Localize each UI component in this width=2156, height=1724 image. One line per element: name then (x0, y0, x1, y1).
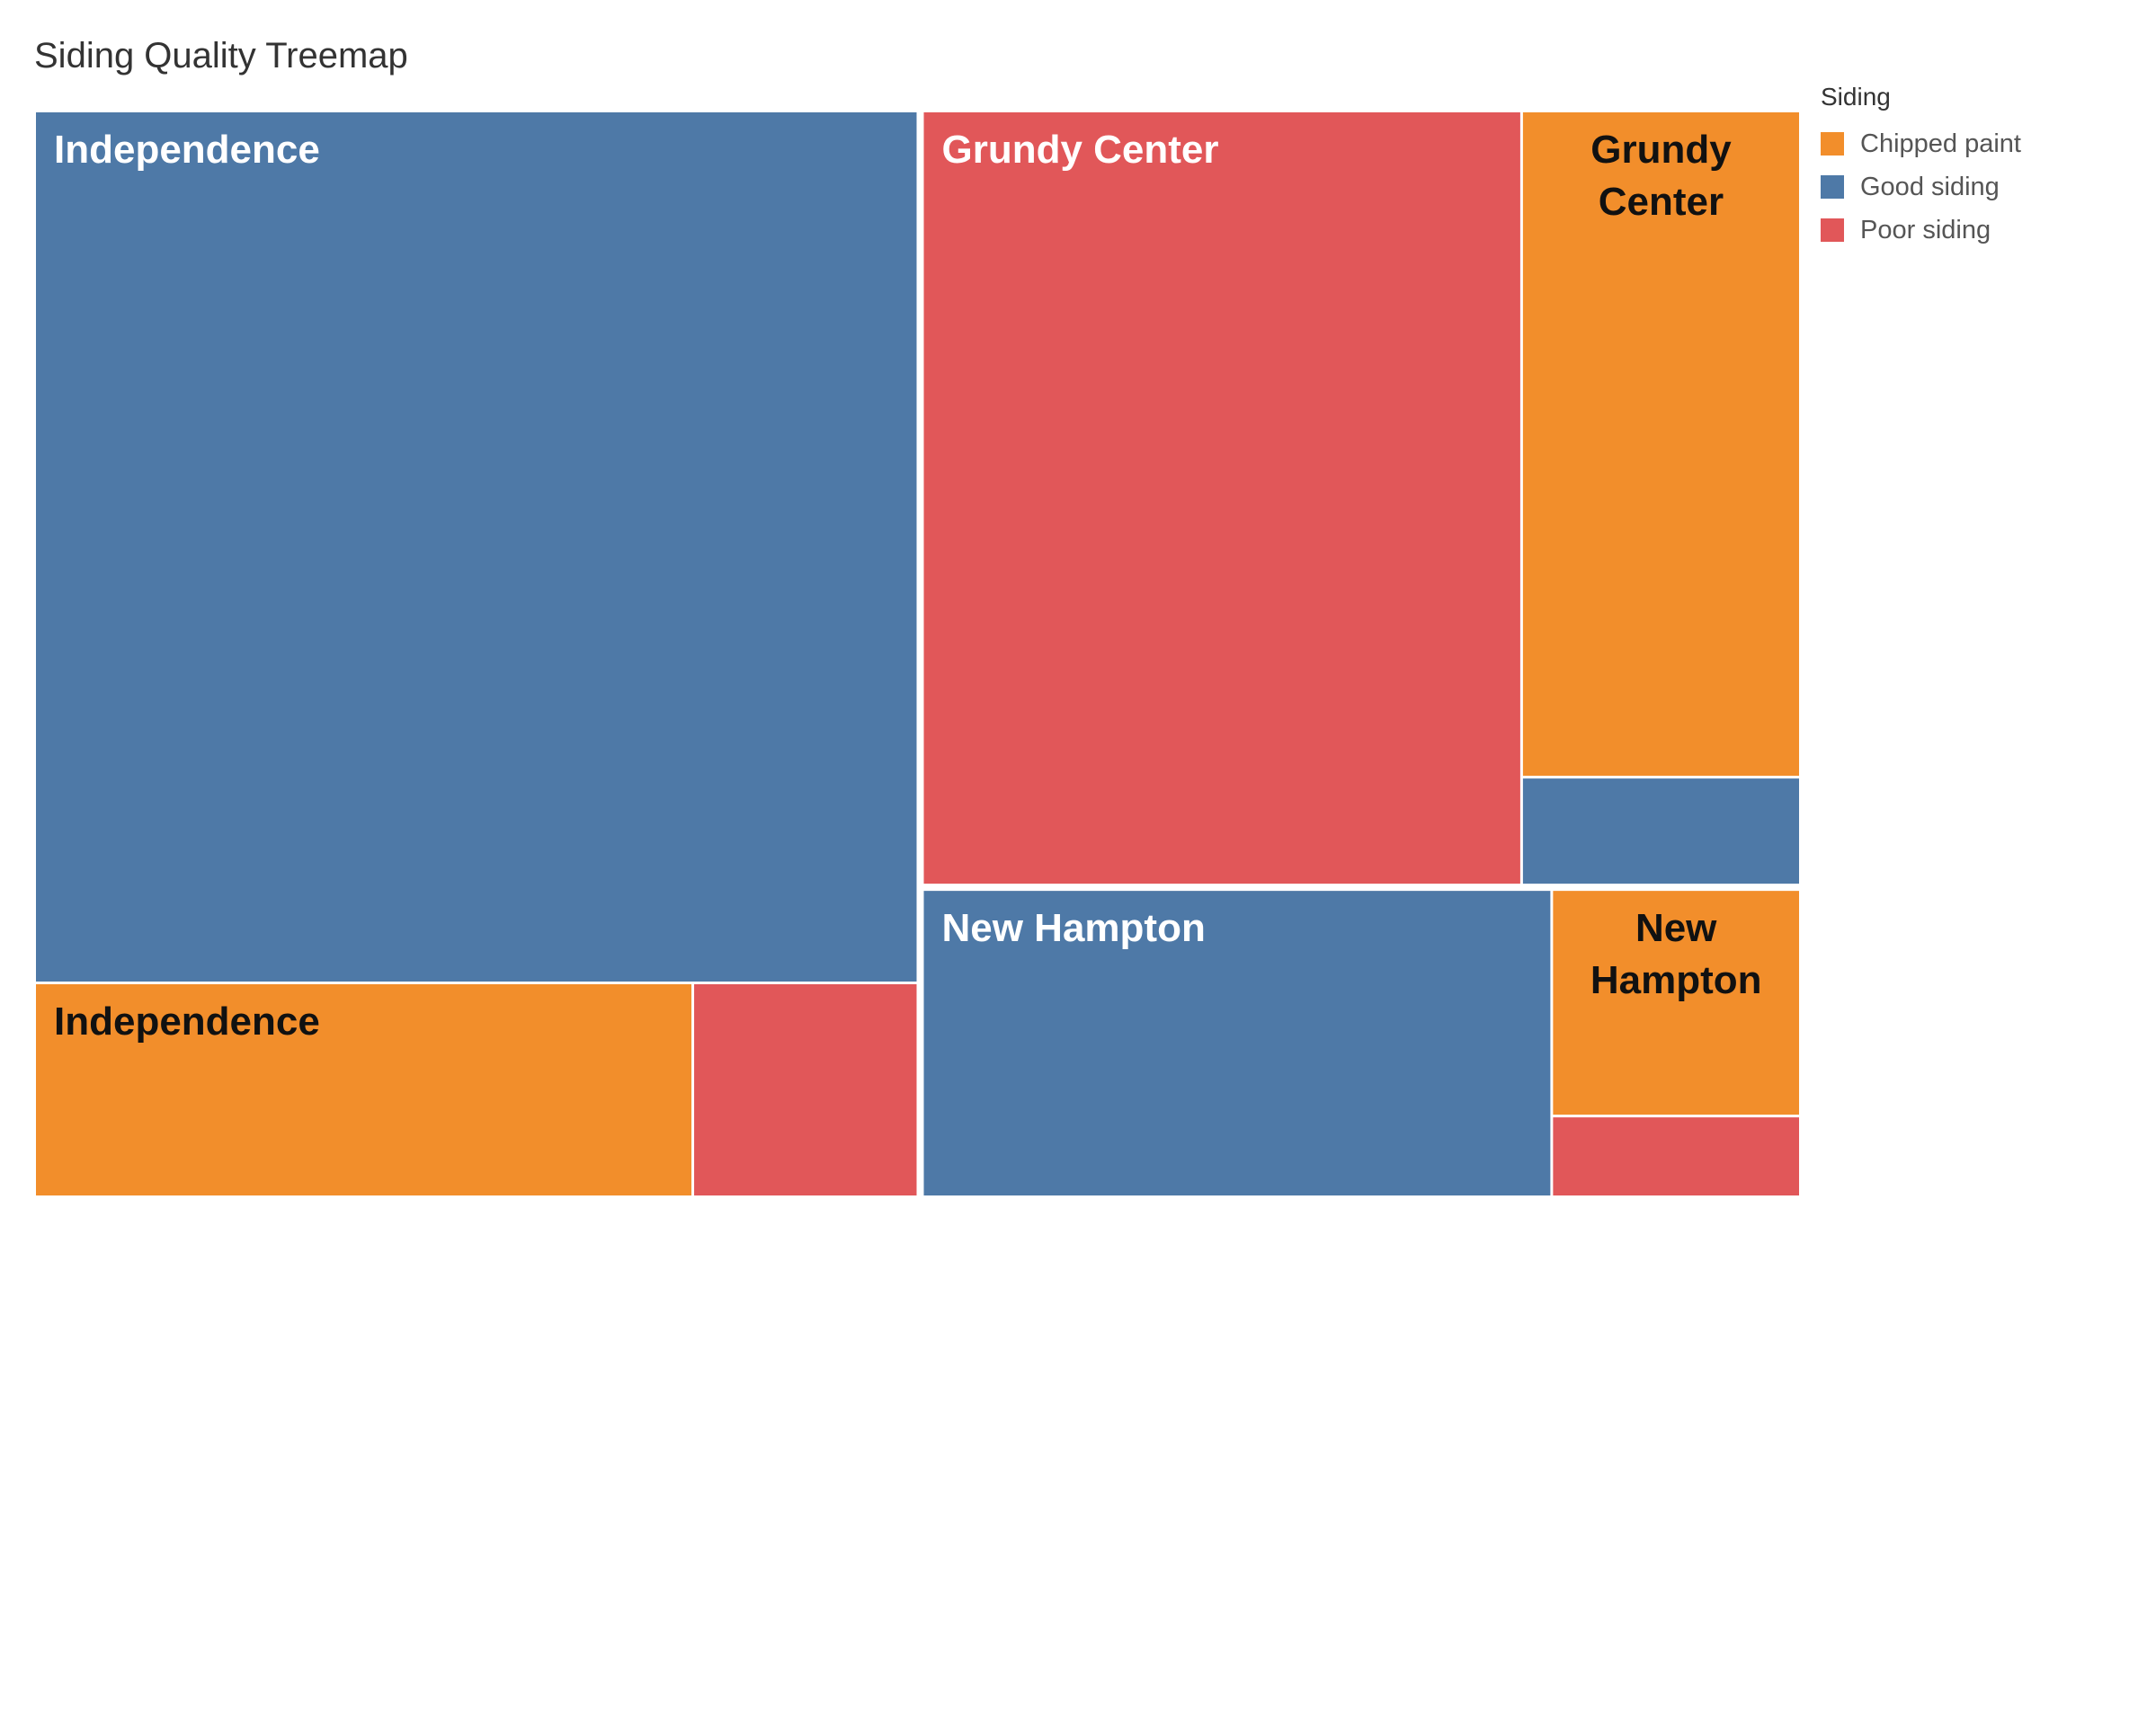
treemap-cell-label: Center (1599, 180, 1724, 224)
treemap-cell-label: Independence (54, 128, 320, 172)
legend-label: Poor siding (1860, 215, 1991, 244)
treemap-cell-independence-good-siding[interactable] (36, 112, 917, 982)
treemap-cell-label: New Hampton (941, 906, 1205, 950)
treemap-cell-new-hampton-good-siding[interactable] (923, 891, 1551, 1195)
treemap-cell-label: New (1635, 906, 1717, 950)
legend-label: Chipped paint (1860, 129, 2021, 158)
legend-label: Good siding (1860, 172, 2000, 201)
treemap-cell-grundy-center-good-siding[interactable] (1522, 778, 1799, 884)
treemap-cell-label: Independence (54, 1000, 320, 1044)
legend-swatch (1821, 175, 1844, 199)
treemap-cell-new-hampton-poor-siding[interactable] (1553, 1117, 1799, 1195)
legend-item-poor-siding[interactable]: Poor siding (1821, 209, 2021, 252)
treemap-cell-label: Grundy (1590, 128, 1732, 172)
legend-item-chipped-paint[interactable]: Chipped paint (1821, 122, 2021, 165)
treemap-cell-grundy-center-chipped-paint[interactable] (1522, 112, 1799, 777)
legend-title: Siding (1821, 83, 1891, 111)
treemap-cell-independence-poor-siding[interactable] (694, 983, 917, 1195)
treemap-cell-independence-chipped-paint[interactable] (36, 983, 692, 1195)
treemap-cell-label: Grundy Center (941, 128, 1218, 172)
legend-item-good-siding[interactable]: Good siding (1821, 165, 2021, 209)
legend-swatch (1821, 132, 1844, 156)
treemap-cell-new-hampton-chipped-paint[interactable] (1553, 891, 1799, 1115)
legend: Siding Chipped paint Good siding Poor si… (1821, 83, 2021, 252)
treemap-cell-grundy-center-poor-siding[interactable] (923, 112, 1520, 884)
treemap-cell-label: Hampton (1590, 958, 1762, 1002)
chart-title: Siding Quality Treemap (34, 36, 408, 76)
legend-swatch (1821, 218, 1844, 242)
